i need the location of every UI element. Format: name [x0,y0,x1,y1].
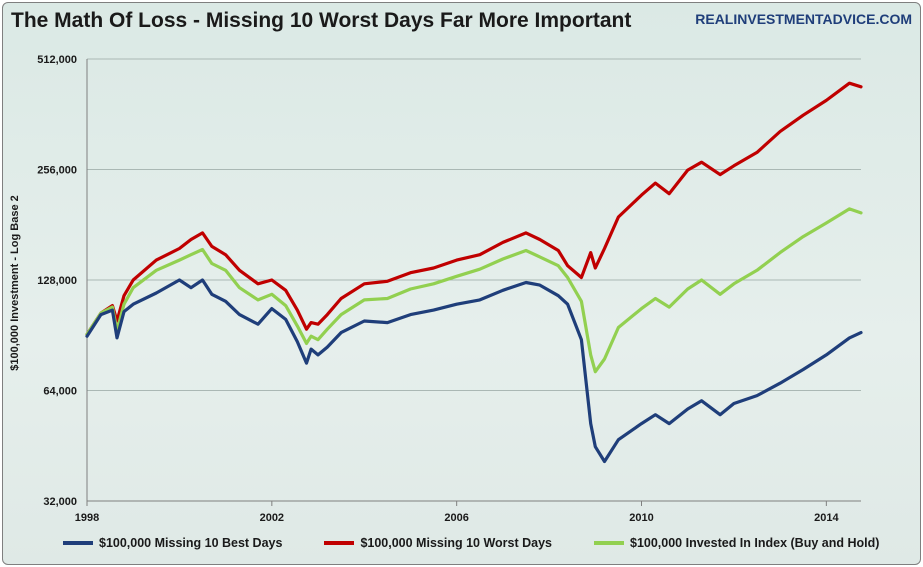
source-label: REALINVESTMENTADVICE.COM [695,11,912,27]
legend-item-missing-best: $100,000 Missing 10 Best Days [63,536,282,550]
chart-plot: 32,000 64,000 128,000 256,000 512,000 1998 200… [37,54,863,524]
x-tick-label: 2002 [260,512,284,524]
series-line-missing-best [85,278,863,464]
chart-title: The Math Of Loss - Missing 10 Worst Days… [11,9,632,32]
y-tick-label: 256,000 [37,165,77,177]
legend-swatch [594,541,624,545]
tick-labels: 32,000 64,000 128,000 256,000 512,000 1998 200… [37,54,839,524]
x-tick-label: 2010 [629,512,653,524]
series-line-buy-and-hold [85,207,863,374]
x-tick-label: 2014 [814,512,839,524]
y-tick-label: 512,000 [37,54,77,66]
legend-label: $100,000 Missing 10 Best Days [99,536,283,550]
y-tick-label: 128,000 [37,275,77,287]
legend-item-buy-and-hold: $100,000 Invested In Index (Buy and Hold… [594,536,879,550]
legend-label: $100,000 Invested In Index (Buy and Hold… [630,536,880,550]
y-tick-label: 32,000 [43,496,77,508]
legend-item-missing-worst: $100,000 Missing 10 Worst Days [324,536,552,550]
legend: $100,000 Missing 10 Best Days $100,000 M… [63,536,879,550]
legend-swatch [324,541,355,545]
x-tick-label: 1998 [75,512,99,524]
series-line-missing-worst [85,81,863,336]
legend-swatch [63,541,93,545]
legend-label: $100,000 Missing 10 Worst Days [360,536,552,550]
x-tick-label: 2006 [444,512,468,524]
axes [86,59,861,506]
series-layer [85,81,863,464]
y-tick-label: 64,000 [43,386,77,398]
